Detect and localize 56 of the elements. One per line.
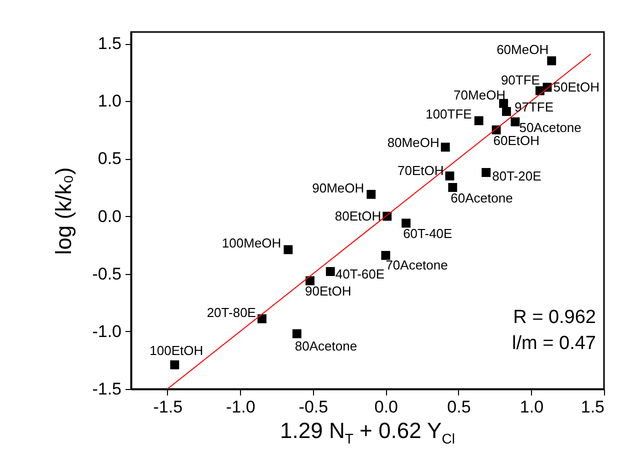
annotation: 100TFE: [426, 106, 472, 122]
annotation: 60EtOH: [493, 132, 540, 148]
x-tick-label: 0.5: [447, 398, 471, 416]
annotation: 80MeOH: [387, 135, 440, 150]
x-tick-label: -0.5: [298, 398, 328, 416]
point: [445, 171, 454, 180]
point: [547, 56, 556, 66]
y-tick-label: -1.5: [92, 380, 122, 398]
annotation: 40T-60E: [335, 266, 385, 282]
point: [381, 250, 390, 260]
annotation: 70MeOH: [454, 87, 506, 102]
annotation: 60T-40E: [403, 226, 453, 242]
y-tick-label: 1.0: [98, 92, 122, 111]
annotation: 60Acetone: [450, 190, 513, 206]
x-tick-label: 1.5: [580, 398, 604, 416]
annotation: 70EtOH: [397, 162, 444, 178]
annotation: l/m = 0.47: [512, 333, 596, 354]
x-tick-label: -1.0: [226, 398, 256, 416]
y-tick-label: 0.5: [98, 149, 122, 168]
annotation: 80T-20E: [492, 168, 542, 184]
point: [499, 98, 508, 108]
point: [510, 117, 520, 126]
annotation: 100EtOH: [150, 342, 204, 358]
x-tick-label: 1.0: [520, 398, 544, 416]
annotation: 100MeOH: [222, 236, 282, 251]
annotation: 20T-80E: [206, 304, 256, 320]
point: [482, 168, 491, 177]
y-tick-label: 1.5: [98, 34, 122, 54]
annotation: 90EtOH: [305, 284, 352, 299]
annotation: R = 0.962: [513, 307, 596, 328]
annotation: 50EtOH: [553, 79, 600, 94]
point: [284, 245, 293, 254]
point: [448, 182, 458, 192]
point: [326, 267, 335, 276]
x-tick-label: 0.0: [374, 398, 398, 416]
y-axis-title: log (k/k₀): [51, 167, 76, 255]
point: [258, 314, 266, 324]
y-tick-label: 0.0: [98, 206, 122, 226]
annotation: 70Acetone: [386, 257, 448, 272]
point: [402, 218, 411, 228]
point: [474, 116, 484, 126]
x-axis-title: 1.29 N$_{T}$ + 0.62 Y$_{Cl}$: [279, 418, 456, 446]
annotation: 50Acetone: [519, 120, 582, 135]
annotation: 80Acetone: [294, 338, 358, 354]
annotation: 90TFE: [500, 72, 540, 88]
point: [440, 142, 450, 152]
point: [366, 190, 376, 199]
y-tick-label: -1.0: [92, 322, 122, 341]
annotation: 90MeOH: [312, 180, 364, 196]
annotation: 60MeOH: [496, 42, 549, 57]
y-tick-label: -0.5: [92, 264, 122, 284]
annotation: 80EtOH: [334, 208, 382, 224]
point: [170, 360, 180, 370]
point: [292, 329, 302, 338]
x-tick-label: -1.5: [153, 398, 183, 416]
point: [502, 106, 511, 116]
